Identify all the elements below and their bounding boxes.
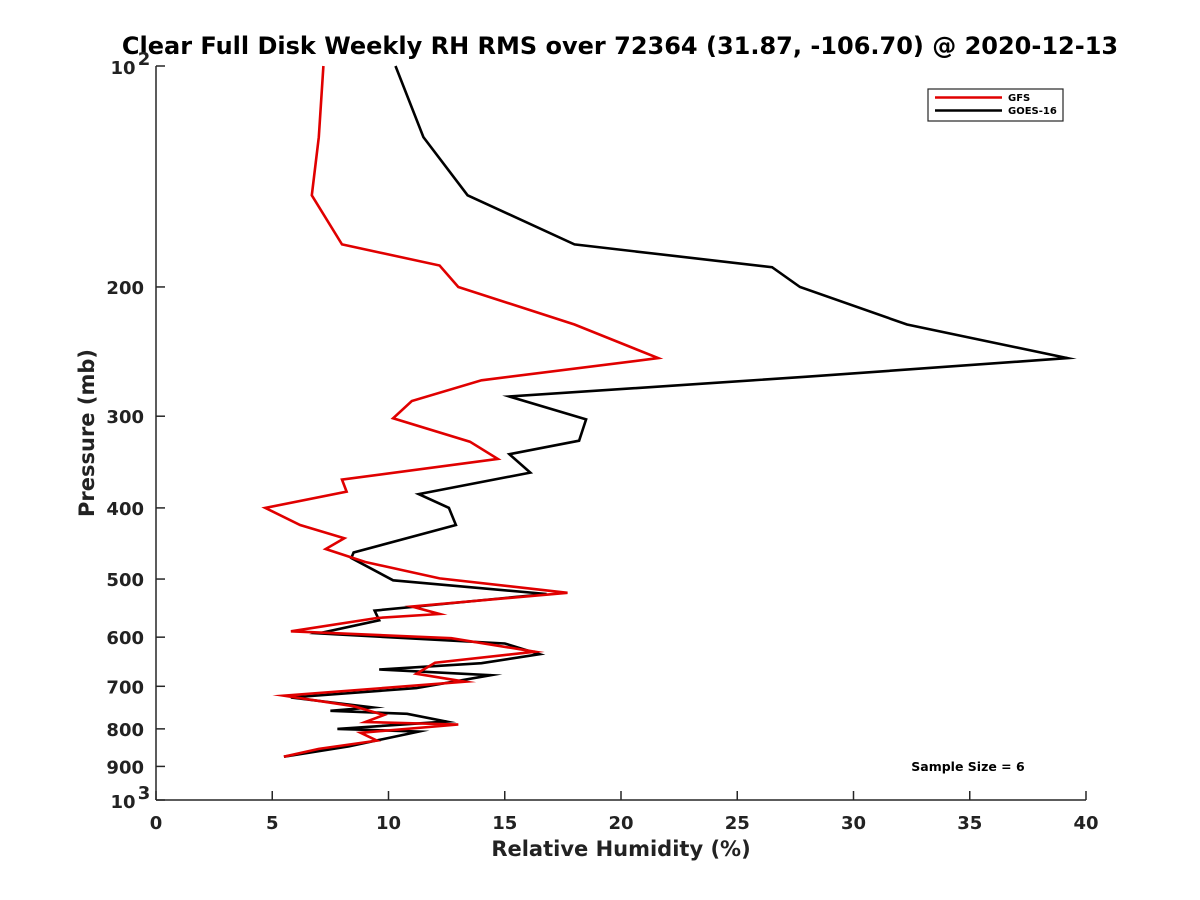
chart-title: Clear Full Disk Weekly RH RMS over 72364…	[122, 32, 1118, 60]
x-tick-label: 35	[957, 813, 982, 834]
y-tick-label: 400	[106, 499, 144, 520]
y-tick-label: 800	[106, 720, 144, 741]
legend-label-goes16: GOES-16	[1008, 106, 1057, 117]
plot-area: 0 5 10 15 20 25 30 35 40 10 220030040050060070080…	[106, 49, 1098, 834]
x-tick-label: 0	[150, 813, 163, 834]
y-tick-label-exponent: 3	[138, 783, 151, 804]
x-tick-label: 15	[492, 813, 517, 834]
x-tick-label: 25	[725, 813, 750, 834]
y-tick-label-base: 10	[110, 792, 135, 813]
x-tick-label: 5	[266, 813, 279, 834]
y-tick-label-exponent: 2	[138, 49, 151, 70]
x-ticks: 0 5 10 15 20 25 30 35 40	[150, 791, 1099, 834]
y-tick-label: 600	[106, 628, 144, 649]
y-axis-label: Pressure (mb)	[75, 349, 99, 517]
legend: GFS GOES-16	[927, 88, 1064, 122]
y-tick-label: 900	[106, 757, 144, 778]
series-line-gfs	[261, 65, 664, 758]
y-tick-label: 500	[106, 570, 144, 591]
series-layer	[261, 65, 1077, 758]
x-tick-label: 30	[841, 813, 866, 834]
x-axis-label: Relative Humidity (%)	[491, 837, 750, 861]
sample-size-annotation: Sample Size = 6	[911, 759, 1025, 774]
y-tick-label: 300	[106, 407, 144, 428]
x-tick-label: 20	[608, 813, 633, 834]
x-tick-label: 10	[376, 813, 401, 834]
legend-label-gfs: GFS	[1008, 93, 1030, 104]
series-line-goes16	[283, 65, 1077, 758]
x-tick-label: 40	[1073, 813, 1098, 834]
legend-box	[927, 88, 1064, 122]
y-tick-label-base: 10	[110, 58, 135, 79]
y-tick-label: 200	[106, 278, 144, 299]
y-tick-label: 700	[106, 677, 144, 698]
